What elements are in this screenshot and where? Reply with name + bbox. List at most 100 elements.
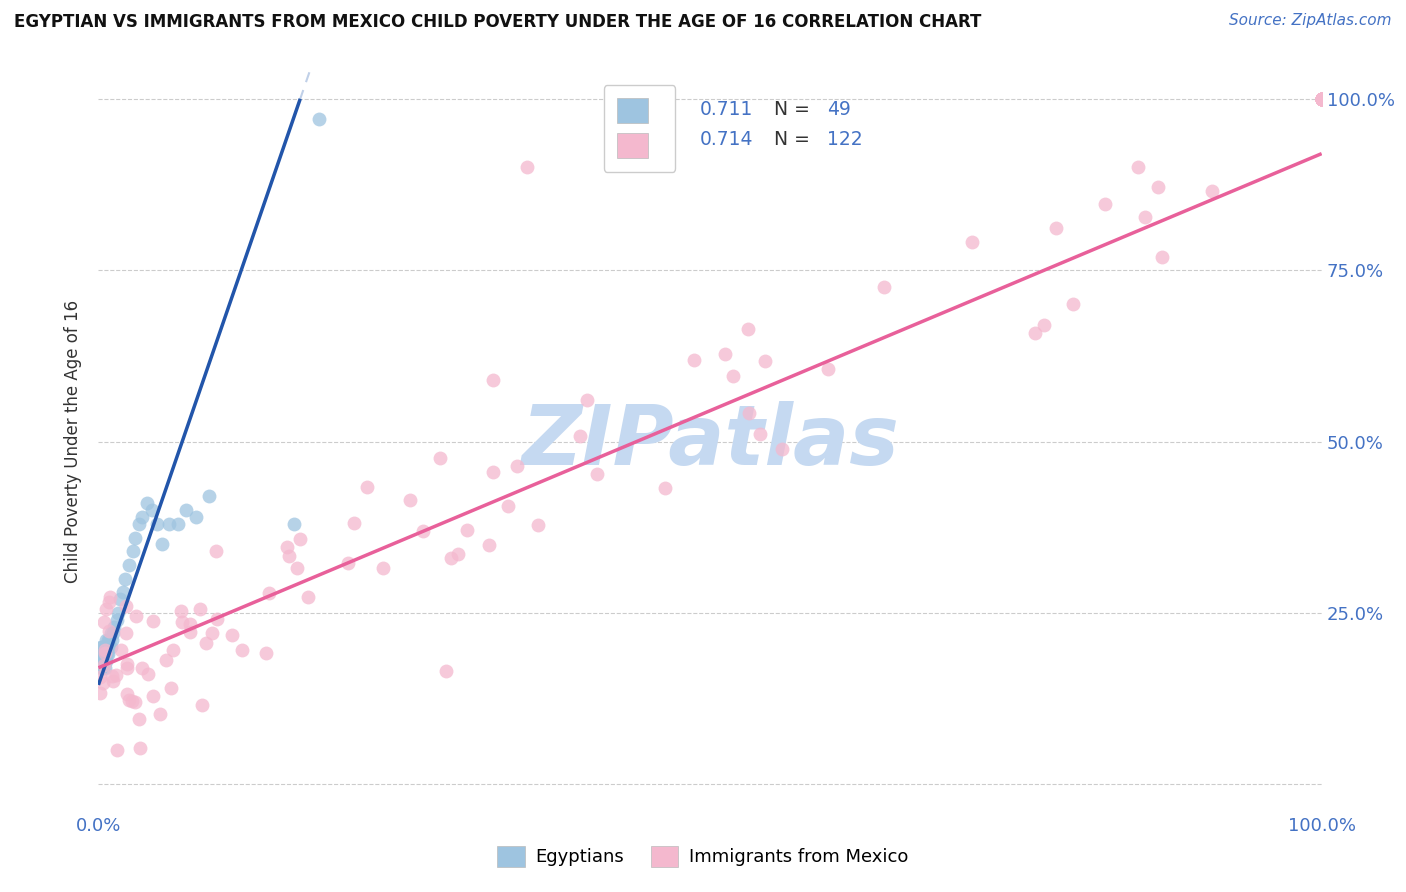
Text: ZIPatlas: ZIPatlas (522, 401, 898, 482)
Point (93, 615, 115, 630)
Text: EGYPTIAN VS IMMIGRANTS FROM MEXICO CHILD POVERTY UNDER THE AGE OF 16 CORRELATION: EGYPTIAN VS IMMIGRANTS FROM MEXICO CHILD… (14, 13, 981, 31)
Point (97, 647, 120, 661)
Point (1310, 92, 1333, 106)
Point (93, 646, 115, 660)
Point (93, 657, 115, 672)
Point (1310, 92, 1333, 106)
Text: Source: ZipAtlas.com: Source: ZipAtlas.com (1229, 13, 1392, 29)
Point (506, 458, 529, 473)
Point (172, 615, 194, 630)
Legend: , : , (603, 85, 675, 171)
Point (167, 516, 190, 531)
Point (125, 609, 148, 624)
Point (1310, 92, 1333, 106)
Point (93, 640, 115, 655)
Point (179, 617, 201, 632)
Point (101, 669, 124, 683)
Point (94, 602, 117, 616)
Point (1310, 92, 1333, 106)
Point (1152, 250, 1174, 264)
Point (1062, 297, 1084, 311)
Point (1310, 92, 1333, 106)
Point (142, 690, 165, 704)
Point (336, 556, 359, 570)
Point (515, 161, 537, 175)
Point (117, 657, 139, 671)
Point (124, 695, 146, 709)
Point (1310, 92, 1333, 106)
Point (101, 633, 124, 648)
Text: R =: R = (643, 130, 683, 149)
Point (121, 544, 143, 558)
Text: N =: N = (773, 130, 815, 149)
Point (155, 653, 177, 667)
Point (683, 353, 706, 368)
Point (89, 670, 111, 684)
Point (527, 518, 550, 533)
Point (186, 510, 208, 524)
Point (1201, 184, 1223, 198)
Point (1310, 92, 1333, 106)
Point (308, 112, 330, 127)
Point (197, 489, 219, 503)
Point (496, 499, 519, 513)
Point (1094, 197, 1116, 211)
Point (103, 619, 125, 633)
Point (94, 654, 117, 668)
Point (1310, 92, 1333, 106)
Point (117, 661, 139, 675)
Point (207, 612, 229, 626)
Point (770, 442, 793, 457)
Point (94, 647, 117, 661)
Point (872, 280, 894, 294)
Point (1310, 92, 1333, 106)
Point (128, 516, 150, 531)
Point (737, 322, 759, 336)
Point (586, 467, 609, 481)
Point (105, 743, 128, 757)
Point (162, 643, 184, 657)
Point (98, 595, 121, 609)
Point (118, 558, 141, 572)
Point (100, 640, 122, 655)
Point (713, 347, 735, 361)
Point (276, 540, 298, 554)
Point (115, 687, 138, 701)
Point (114, 572, 136, 586)
Point (654, 482, 676, 496)
Point (285, 561, 308, 575)
Legend: Egyptians, Immigrants from Mexico: Egyptians, Immigrants from Mexico (491, 838, 915, 874)
Point (1024, 326, 1046, 340)
Point (110, 592, 132, 607)
Point (176, 503, 198, 517)
Point (1310, 92, 1333, 106)
Point (283, 516, 305, 531)
Point (90, 640, 112, 655)
Point (91, 640, 114, 655)
Point (278, 549, 301, 564)
Point (93, 643, 115, 657)
Point (179, 625, 201, 640)
Point (91, 654, 114, 668)
Point (98, 591, 121, 605)
Point (1310, 92, 1333, 106)
Point (399, 492, 422, 507)
Point (960, 235, 983, 250)
Point (1032, 318, 1054, 332)
Point (188, 601, 211, 615)
Point (150, 537, 173, 551)
Point (439, 551, 461, 566)
Point (160, 681, 183, 696)
Point (157, 516, 180, 531)
Point (90, 647, 112, 661)
Point (1310, 92, 1333, 106)
Point (481, 465, 503, 479)
Point (1126, 161, 1149, 175)
Point (146, 516, 169, 531)
Point (204, 544, 226, 558)
Text: 49: 49 (828, 101, 852, 120)
Point (1310, 92, 1333, 106)
Point (89, 647, 111, 661)
Point (201, 625, 224, 640)
Point (1133, 210, 1156, 224)
